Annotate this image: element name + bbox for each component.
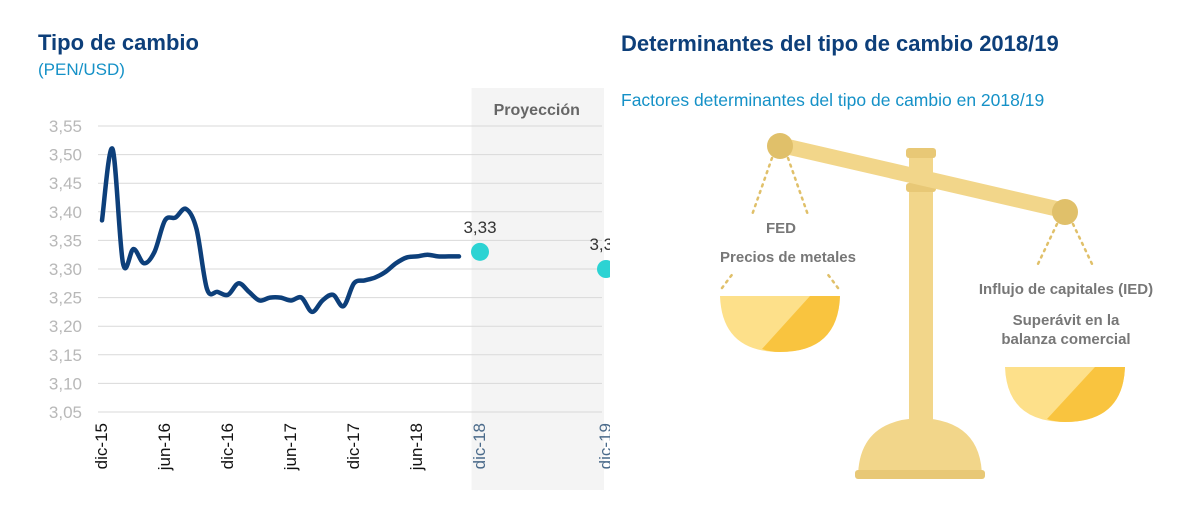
exchange-rate-line xyxy=(99,146,462,315)
y-tick-label: 3,10 xyxy=(49,374,82,393)
projection-point xyxy=(471,242,489,261)
x-tick-label: dic-17 xyxy=(344,423,363,469)
label-trade-surplus-1: Superávit en la xyxy=(1013,312,1120,329)
determinants-title: Determinantes del tipo de cambio 2018/19 xyxy=(621,31,1059,56)
left-string-4 xyxy=(824,270,840,290)
y-tick-label: 3,05 xyxy=(49,403,82,422)
left-string-3 xyxy=(720,270,736,290)
y-tick-label: 3,50 xyxy=(49,146,82,165)
y-tick-label: 3,30 xyxy=(49,260,82,279)
x-tick-label: jun-16 xyxy=(155,423,174,471)
y-tick-label: 3,40 xyxy=(49,203,82,222)
x-tick-label: jun-17 xyxy=(281,423,300,471)
scale-beam xyxy=(776,137,1066,218)
x-tick-label: dic-16 xyxy=(218,423,237,469)
label-fed: FED xyxy=(766,220,796,237)
left-pivot xyxy=(767,133,793,159)
y-tick-label: 3,35 xyxy=(49,231,82,250)
right-string-1 xyxy=(1035,222,1059,268)
right-pivot xyxy=(1052,199,1078,225)
right-pan-shade xyxy=(1047,367,1125,422)
x-tick-label: dic-19 xyxy=(596,423,610,469)
left-string-1 xyxy=(750,156,774,217)
left-string-2 xyxy=(786,156,810,217)
left-pan-shade xyxy=(762,296,840,352)
label-capital-inflow: Influjo de capitales (IED) xyxy=(979,281,1153,298)
x-tick-label: dic-18 xyxy=(470,423,489,469)
right-string-2 xyxy=(1071,222,1095,268)
scale-base-plate xyxy=(855,470,985,479)
projection-value-label: 3,30 xyxy=(589,235,610,254)
projection-label: Proyección xyxy=(494,102,580,119)
projection-value-label: 3,33 xyxy=(463,218,496,237)
label-metal-prices: Precios de metales xyxy=(720,249,856,266)
chart-title: Tipo de cambio xyxy=(38,30,199,55)
projection-point xyxy=(597,260,610,278)
label-trade-surplus-2: balanza comercial xyxy=(1001,331,1130,348)
scale-pillar-cap xyxy=(906,148,936,158)
y-tick-label: 3,55 xyxy=(49,117,82,136)
x-tick-label: jun-18 xyxy=(407,423,426,471)
scale-base xyxy=(858,418,982,478)
x-tick-label: dic-15 xyxy=(92,423,111,469)
y-tick-label: 3,15 xyxy=(49,346,82,365)
y-tick-label: 3,45 xyxy=(49,174,82,193)
chart-subtitle: (PEN/USD) xyxy=(38,60,125,79)
y-tick-label: 3,20 xyxy=(49,317,82,336)
exchange-rate-chart: Proyección 3,05 3,10 3,15 3,20 3,25 3,30 3,35 3,… xyxy=(49,88,610,490)
determinants-subtitle: Factores determinantes del tipo de cambi… xyxy=(621,90,1045,110)
scale-pillar xyxy=(909,152,933,422)
y-tick-label: 3,25 xyxy=(49,289,82,308)
